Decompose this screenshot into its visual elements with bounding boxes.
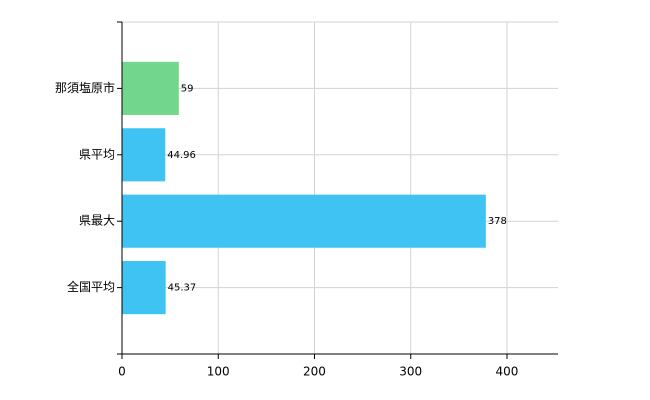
y-tick-label: 那須塩原市 (55, 80, 115, 95)
y-tick-label: 県最大 (79, 214, 115, 228)
value-label: 45.37 (168, 283, 197, 294)
y-tick-label: 県平均 (79, 147, 115, 161)
bar (122, 61, 179, 115)
x-tick-label: 400 (496, 365, 519, 379)
x-tick-label: 0 (118, 365, 126, 379)
bar (122, 261, 166, 315)
value-label: 59 (181, 83, 194, 94)
value-label: 378 (488, 216, 507, 227)
y-tick-label: 全国平均 (67, 279, 115, 294)
bar (122, 128, 166, 182)
x-tick-label: 300 (399, 365, 422, 379)
x-tick-label: 100 (207, 365, 230, 379)
x-tick-label: 200 (303, 365, 326, 379)
value-label: 44.96 (167, 150, 196, 161)
bar (122, 194, 486, 248)
